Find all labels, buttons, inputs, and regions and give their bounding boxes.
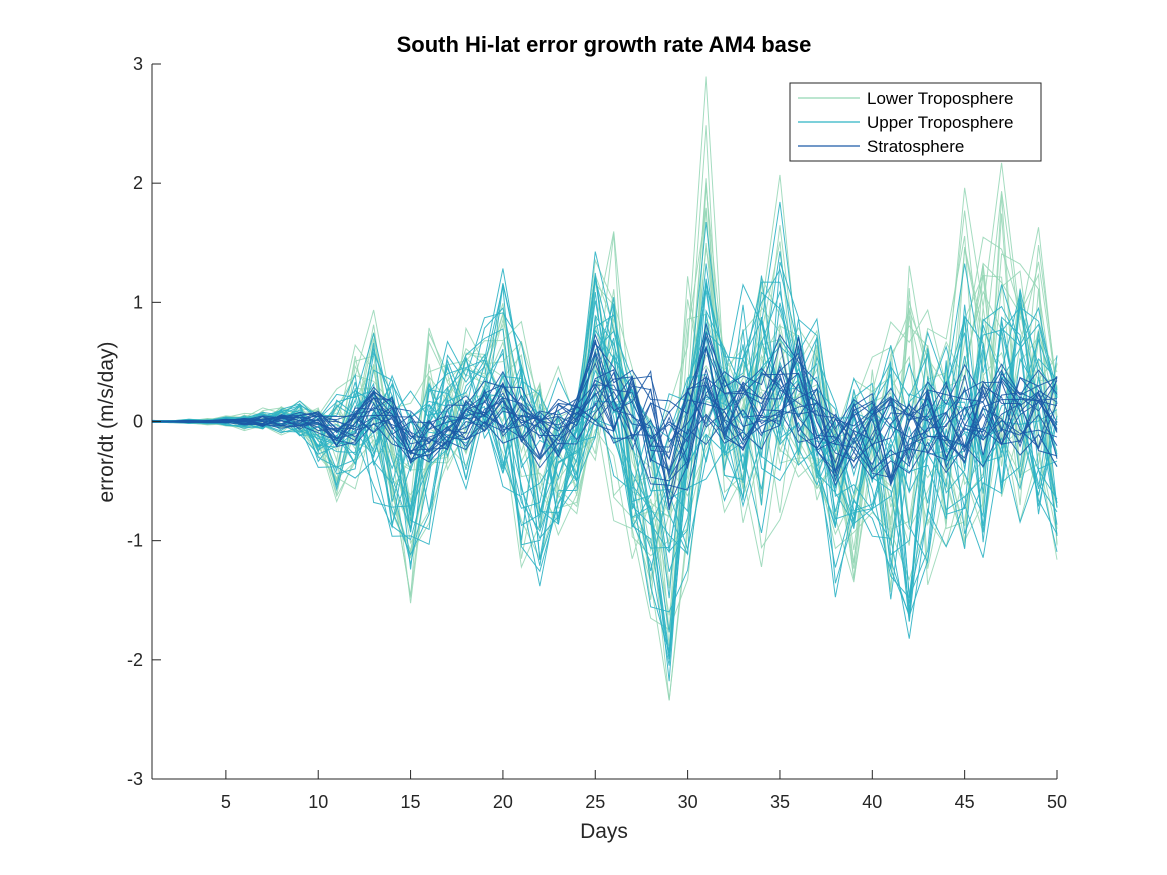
x-tick-label: 20	[493, 792, 513, 812]
x-tick-label: 35	[770, 792, 790, 812]
series-line	[151, 330, 1058, 479]
axes: 5 10 15 20 25 30 35 40 45 50 -3 -2 -1 0 1 2 3	[127, 54, 1067, 812]
series-line	[151, 236, 1058, 580]
y-tick-label: 2	[133, 173, 143, 193]
series-line	[151, 401, 1058, 491]
legend-label: Upper Troposphere	[867, 113, 1013, 132]
legend: Lower Troposphere Upper Troposphere Strato…	[789, 82, 1042, 162]
chart-title: South Hi-lat error growth rate AM4 base	[397, 32, 812, 57]
x-axis-label: Days	[580, 820, 628, 843]
series-line	[151, 323, 1058, 431]
series-line	[151, 342, 1058, 464]
series-line	[151, 334, 1058, 511]
series-line	[151, 278, 1058, 666]
x-tick-label: 15	[401, 792, 421, 812]
x-tick-label: 40	[862, 792, 882, 812]
y-axis-label: error/dt (m/s/day)	[95, 341, 118, 502]
series-line	[151, 339, 1058, 480]
y-tick-label: 1	[133, 292, 143, 312]
legend-label: Lower Troposphere	[867, 89, 1013, 108]
y-tick-label: -1	[127, 531, 143, 551]
legend-label: Stratosphere	[867, 137, 964, 156]
y-tick-label: 0	[133, 412, 143, 432]
series-line	[151, 284, 1058, 600]
plot-lines	[151, 76, 1058, 701]
series-stratosphere	[151, 323, 1058, 511]
x-tick-label: 10	[308, 792, 328, 812]
x-tick-label: 50	[1047, 792, 1067, 812]
y-tick-label: -2	[127, 650, 143, 670]
x-tick-label: 5	[221, 792, 231, 812]
series-line	[151, 374, 1058, 483]
x-tick-label: 25	[585, 792, 605, 812]
series-line	[151, 352, 1058, 458]
y-tick-label: -3	[127, 769, 143, 789]
series-line	[151, 345, 1058, 465]
x-tick-label: 30	[678, 792, 698, 812]
x-tick-label: 45	[955, 792, 975, 812]
y-tick-label: 3	[133, 54, 143, 74]
